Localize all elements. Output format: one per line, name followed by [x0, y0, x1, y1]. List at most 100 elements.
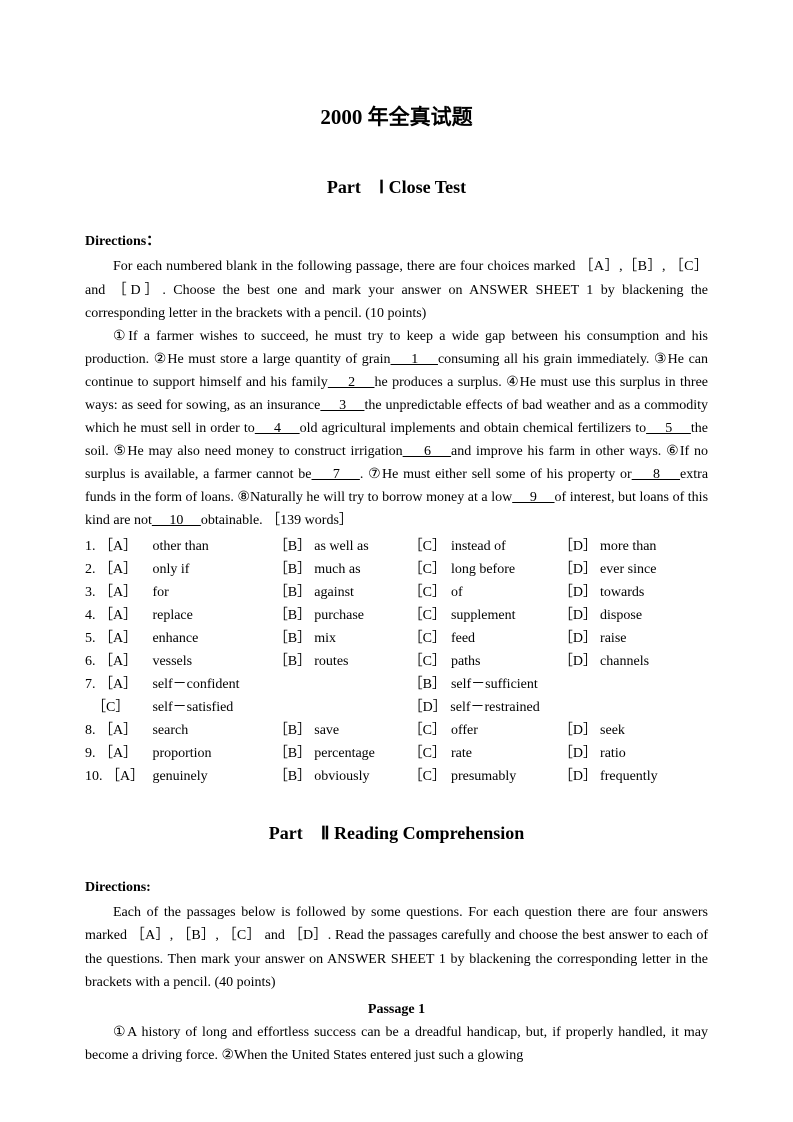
- option-c: rate: [451, 742, 559, 765]
- option-empty: [559, 673, 600, 696]
- passage-1-text: ①A history of long and effortless succes…: [85, 1021, 708, 1067]
- option-d: towards: [600, 581, 708, 604]
- option-c-label: ［C］: [409, 604, 451, 627]
- option-d: ratio: [600, 742, 708, 765]
- cloze-seg-5: old agricultural implements and obtain c…: [300, 421, 646, 436]
- option-a: enhance: [152, 627, 273, 650]
- option-a: genuinely: [152, 765, 273, 788]
- option-num: 5. ［A］: [85, 627, 152, 650]
- blank-5: 5: [646, 421, 691, 436]
- option-a: other than: [152, 535, 273, 558]
- option-b-label: ［B］: [274, 627, 314, 650]
- option-b-label: ［B］: [274, 558, 314, 581]
- option-b: percentage: [314, 742, 408, 765]
- part1-title: Part Ⅰ Close Test: [85, 173, 708, 203]
- option-d-label: ［D］: [559, 650, 600, 673]
- main-title: 2000 年全真试题: [85, 100, 708, 135]
- option-a: search: [152, 719, 273, 742]
- option-num: 3. ［A］: [85, 581, 152, 604]
- option-b-label: ［B］: [274, 719, 314, 742]
- option-c-label: ［C］: [409, 719, 451, 742]
- option-empty: [600, 696, 708, 719]
- option-d: ［D］ self－restrained: [409, 696, 559, 719]
- option-b: as well as: [314, 535, 408, 558]
- option-row: 1. ［A］other than［B］as well as［C］instead …: [85, 535, 708, 558]
- blank-9: 9: [512, 490, 554, 505]
- cloze-seg-8: . ⑦He must either sell some of his prope…: [360, 467, 632, 482]
- option-d: raise: [600, 627, 708, 650]
- option-row: ［C］self－satisfied ［D］ self－restrained: [85, 696, 708, 719]
- option-d: ever since: [600, 558, 708, 581]
- option-num: 4. ［A］: [85, 604, 152, 627]
- option-c-label: ［C］: [409, 765, 451, 788]
- cloze-passage: ①If a farmer wishes to succeed, he must …: [85, 325, 708, 533]
- option-num: 2. ［A］: [85, 558, 152, 581]
- option-row: 2. ［A］only if［B］much as［C］long before［D］…: [85, 558, 708, 581]
- blank-3: 3: [320, 398, 364, 413]
- option-c-label: ［C］: [409, 627, 451, 650]
- option-d-label: ［D］: [559, 765, 600, 788]
- option-empty: [314, 696, 408, 719]
- option-a: replace: [152, 604, 273, 627]
- options-table: 1. ［A］other than［B］as well as［C］instead …: [85, 535, 708, 789]
- option-row: 10. ［A］genuinely［B］obviously［C］presumabl…: [85, 765, 708, 788]
- option-c-label: ［C］: [409, 535, 451, 558]
- option-c: self－satisfied: [152, 696, 273, 719]
- option-c-label: ［C］: [85, 696, 152, 719]
- option-b-label: ［B］: [409, 673, 451, 696]
- option-empty: [600, 673, 708, 696]
- option-c-label: ［C］: [409, 558, 451, 581]
- option-num: 9. ［A］: [85, 742, 152, 765]
- option-d-label: ［D］: [559, 742, 600, 765]
- option-empty: [559, 696, 600, 719]
- option-c-label: ［C］: [409, 650, 451, 673]
- option-c: paths: [451, 650, 559, 673]
- option-a: vessels: [152, 650, 273, 673]
- option-row: 6. ［A］vessels［B］routes［C］paths［D］channel…: [85, 650, 708, 673]
- passage-1-title: Passage 1: [85, 998, 708, 1021]
- option-b-label: ［B］: [274, 581, 314, 604]
- option-b-label: ［B］: [274, 604, 314, 627]
- option-c: presumably: [451, 765, 559, 788]
- directions-text-2: Each of the passages below is followed b…: [85, 901, 708, 993]
- option-d-label: ［D］: [559, 558, 600, 581]
- cloze-seg-11: obtainable. ［139 words］: [201, 513, 353, 528]
- option-b: obviously: [314, 765, 408, 788]
- option-row: 5. ［A］enhance［B］mix［C］feed［D］raise: [85, 627, 708, 650]
- option-b-label: ［B］: [274, 650, 314, 673]
- option-a: for: [152, 581, 273, 604]
- blank-10: 10: [152, 513, 201, 528]
- option-c: feed: [451, 627, 559, 650]
- option-row: 3. ［A］for［B］against［C］of［D］towards: [85, 581, 708, 604]
- option-b: [314, 673, 408, 696]
- option-b: save: [314, 719, 408, 742]
- blank-8: 8: [632, 467, 680, 482]
- option-d-label: ［D］: [559, 535, 600, 558]
- blank-4: 4: [255, 421, 300, 436]
- option-a: only if: [152, 558, 273, 581]
- option-c: long before: [451, 558, 559, 581]
- option-c-label: ［C］: [409, 581, 451, 604]
- option-row: 9. ［A］proportion［B］percentage［C］rate［D］r…: [85, 742, 708, 765]
- option-d: more than: [600, 535, 708, 558]
- option-num: 1. ［A］: [85, 535, 152, 558]
- option-d-label: ［D］: [559, 604, 600, 627]
- option-empty: [274, 696, 314, 719]
- option-d: dispose: [600, 604, 708, 627]
- option-num: 6. ［A］: [85, 650, 152, 673]
- option-row: 8. ［A］search［B］save［C］offer［D］seek: [85, 719, 708, 742]
- blank-6: 6: [403, 444, 451, 459]
- option-b: self－sufficient: [451, 673, 559, 696]
- part2-title: Part Ⅱ Reading Comprehension: [85, 819, 708, 849]
- option-a: self－confident: [152, 673, 273, 696]
- option-num: 7. ［A］: [85, 673, 152, 696]
- option-b: purchase: [314, 604, 408, 627]
- option-d-label: ［D］: [559, 719, 600, 742]
- option-num: 8. ［A］: [85, 719, 152, 742]
- option-d-label: ［D］: [559, 581, 600, 604]
- option-d: channels: [600, 650, 708, 673]
- option-row: 7. ［A］self－confident ［B］self－sufficient: [85, 673, 708, 696]
- directions-label-1: Directions：: [85, 230, 708, 253]
- option-b-label: ［B］: [274, 742, 314, 765]
- option-b: against: [314, 581, 408, 604]
